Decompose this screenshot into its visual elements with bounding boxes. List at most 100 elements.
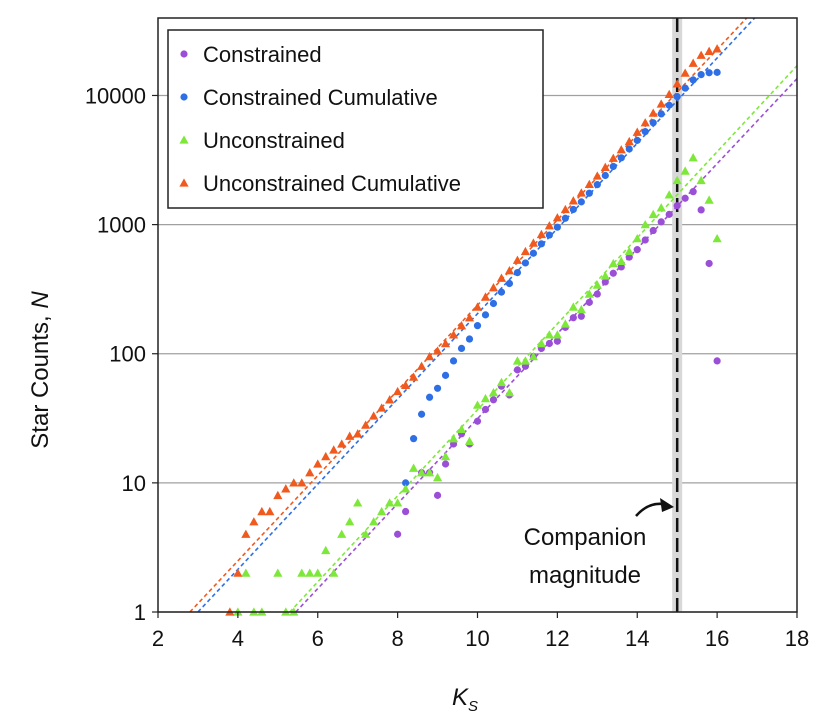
- data-point: [688, 58, 698, 67]
- data-point: [457, 344, 466, 352]
- data-point: [369, 517, 379, 526]
- data-point: [712, 233, 722, 243]
- legend-label: Constrained: [203, 42, 322, 67]
- annotation-line-2: magnitude: [529, 562, 641, 589]
- data-point: [409, 372, 419, 381]
- x-tick-label: 2: [152, 626, 164, 651]
- data-point: [402, 507, 410, 516]
- data-point: [664, 89, 674, 99]
- data-point: [401, 380, 411, 389]
- data-point: [241, 529, 251, 538]
- data-point: [488, 388, 499, 397]
- data-point: [313, 459, 323, 468]
- data-point: [577, 198, 585, 206]
- data-point: [672, 79, 682, 88]
- data-point: [488, 283, 499, 292]
- data-point: [600, 271, 610, 280]
- data-point: [697, 206, 705, 214]
- legend-marker: [179, 178, 189, 187]
- data-point: [681, 194, 689, 202]
- legend-marker: [180, 50, 188, 58]
- series-unconstrained: [233, 153, 722, 616]
- data-point: [681, 84, 689, 92]
- legend: Constrained Constrained Cumulative Unconst…: [167, 29, 544, 209]
- data-point: [657, 218, 665, 226]
- data-point: [704, 46, 714, 55]
- data-point: [553, 337, 561, 345]
- data-point: [448, 434, 459, 443]
- data-point: [377, 403, 387, 412]
- data-point: [273, 490, 283, 500]
- data-point: [433, 491, 442, 499]
- data-point: [329, 568, 339, 577]
- data-point: [504, 266, 515, 275]
- data-point: [416, 468, 427, 477]
- x-tick-label: 12: [545, 626, 569, 651]
- data-point: [433, 384, 442, 392]
- data-point: [689, 188, 697, 196]
- x-tick-label: 14: [625, 626, 649, 651]
- data-point: [617, 154, 625, 162]
- data-point: [552, 213, 562, 222]
- y-tick-label: 1000: [97, 213, 146, 238]
- data-point: [520, 356, 531, 365]
- data-point: [656, 203, 666, 212]
- data-point: [528, 352, 539, 361]
- data-point: [609, 162, 617, 171]
- y-tick-label: 10: [122, 471, 146, 496]
- data-point: [305, 468, 315, 477]
- data-point: [521, 259, 530, 267]
- data-point: [680, 166, 690, 175]
- data-point: [393, 498, 403, 507]
- data-point: [432, 346, 443, 355]
- data-point: [394, 530, 402, 538]
- data-point: [625, 145, 633, 153]
- data-point: [456, 424, 467, 433]
- data-point: [297, 568, 307, 577]
- data-point: [489, 299, 498, 308]
- data-point: [440, 338, 451, 348]
- data-point: [624, 136, 634, 146]
- data-point: [321, 451, 331, 461]
- data-point: [481, 311, 490, 319]
- data-point: [689, 76, 697, 84]
- data-point: [425, 393, 434, 401]
- data-point: [417, 410, 426, 418]
- y-tick-label: 1: [134, 600, 146, 625]
- data-point: [576, 188, 586, 197]
- series-unconstrained_cumulative: [225, 44, 722, 616]
- data-point: [305, 568, 315, 577]
- data-point: [697, 71, 705, 79]
- data-point: [609, 269, 617, 277]
- data-point: [424, 352, 435, 361]
- data-point: [353, 498, 363, 507]
- data-point: [600, 162, 610, 171]
- data-point: [569, 205, 577, 214]
- data-point: [673, 202, 681, 210]
- data-point: [424, 468, 435, 477]
- data-point: [265, 506, 275, 516]
- data-point: [321, 545, 331, 555]
- data-point: [696, 175, 706, 185]
- companion-band: [672, 18, 683, 612]
- legend-label: Unconstrained Cumulative: [203, 171, 461, 196]
- data-point: [512, 255, 523, 264]
- data-point: [560, 204, 570, 214]
- data-point: [473, 322, 482, 330]
- data-point: [496, 377, 507, 387]
- x-tick-label: 16: [705, 626, 729, 651]
- data-point: [672, 175, 682, 185]
- data-point: [273, 568, 283, 577]
- data-point: [369, 411, 379, 420]
- data-point: [616, 256, 626, 265]
- fit-line-constrained_cumulative: [197, 18, 756, 612]
- data-point: [504, 388, 515, 397]
- data-point: [512, 356, 523, 365]
- data-point: [593, 181, 601, 189]
- data-point: [513, 268, 522, 277]
- data-point: [584, 289, 594, 298]
- data-point: [481, 405, 490, 414]
- data-point: [528, 238, 539, 247]
- data-point: [705, 69, 713, 77]
- data-point: [649, 119, 657, 127]
